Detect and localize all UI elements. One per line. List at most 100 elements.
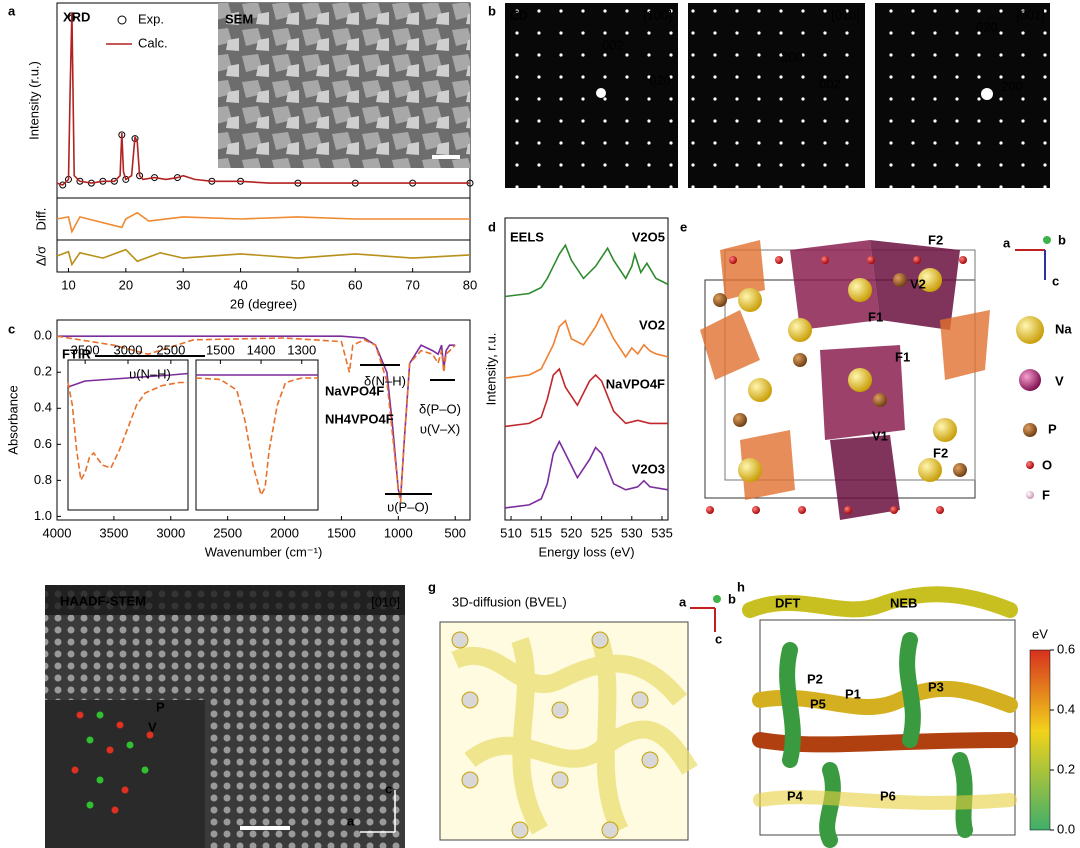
annotation: δ(P–O): [419, 401, 461, 416]
legend-label: NaVPO4F: [325, 383, 384, 398]
x-tick-label: 3500: [71, 342, 100, 357]
x-tick-label: 3000: [156, 525, 185, 540]
na-atom: [933, 418, 957, 442]
panel-label: c: [8, 321, 15, 336]
x-tick-label: 2000: [270, 525, 299, 540]
stem-atom: [86, 801, 94, 809]
ed-image: [688, 3, 865, 188]
x-tick-label: 520: [561, 525, 583, 540]
legend-atom: [1019, 369, 1041, 391]
y-tick-label: 0.4: [34, 400, 52, 415]
site-label: V1: [872, 428, 888, 443]
series-line: [56, 248, 471, 267]
o-atom: [913, 256, 921, 264]
na-atom: [918, 268, 942, 292]
polyhedron: [700, 310, 760, 380]
axis-glyph-label: c: [1052, 273, 1059, 288]
neb-path: [752, 732, 1018, 753]
neb-path: [752, 680, 1018, 715]
polyhedron: [740, 430, 795, 500]
stem-atom: [111, 806, 119, 814]
stem-atom: [71, 766, 79, 774]
o-atom: [706, 506, 714, 514]
path-label: P5: [810, 696, 826, 711]
plot-frame: [504, 217, 669, 521]
plot-frame: [56, 319, 471, 521]
series-line: [504, 367, 668, 428]
zone-label: [010]: [371, 594, 400, 609]
site-label: V2: [910, 276, 926, 291]
stem-atom: [76, 711, 84, 719]
panel-label: g: [428, 579, 436, 594]
legend-atom: [1023, 423, 1037, 437]
ed-image: [505, 3, 678, 188]
o-atom: [844, 506, 852, 514]
stem-atom: [126, 741, 134, 749]
colorbar-tick-label: 0.4: [1057, 701, 1075, 716]
colorbar-tick-label: 0.0: [1057, 821, 1075, 836]
stem-atom: [86, 736, 94, 744]
series-label: NaVPO4F: [606, 376, 665, 391]
x-tick-label: 1000: [384, 525, 413, 540]
o-atom: [890, 506, 898, 514]
legend-label: Exp.: [138, 11, 164, 26]
o-atom: [752, 506, 760, 514]
site-label: F2: [928, 232, 943, 247]
na-atom: [738, 458, 762, 482]
data-point: [122, 175, 130, 183]
x-axis-label: 2θ (degree): [230, 296, 297, 311]
axis-glyph-label: c: [385, 781, 392, 796]
zone-label: [001]: [1016, 7, 1045, 22]
legend-label: F: [1042, 487, 1050, 502]
ed-title: ED: [510, 7, 528, 22]
legend-marker: [117, 15, 127, 25]
stem-axes: [360, 790, 396, 833]
stem-header: [45, 585, 405, 615]
legend-atom: [1026, 461, 1034, 469]
x-tick-label: 510: [500, 525, 522, 540]
legend-label: Calc.: [138, 35, 168, 50]
x-tick-label: 2500: [156, 342, 185, 357]
bvel-isosurface: [451, 637, 698, 835]
series-line: [504, 243, 669, 298]
x-tick-label: 40: [233, 277, 247, 292]
site-label: F2: [933, 445, 948, 460]
legend-label: V: [1055, 373, 1064, 388]
x-tick-label: 500: [444, 525, 466, 540]
x-tick-label: 1500: [206, 342, 235, 357]
data-point: [59, 181, 67, 189]
polyhedron: [790, 240, 880, 330]
na-site: [631, 691, 649, 709]
method-label: DFT: [775, 595, 800, 610]
colorbar-tick-label: 0.6: [1057, 641, 1075, 656]
neb-path: [742, 586, 1018, 618]
stem-atom: [96, 711, 104, 719]
series-label: V2O3: [632, 461, 665, 476]
stem-atom: [121, 786, 129, 794]
p-atom: [733, 413, 747, 427]
legend-label: O: [1042, 457, 1052, 472]
x-tick-label: 2500: [213, 525, 242, 540]
x-tick-label: 50: [291, 277, 305, 292]
x-tick-label: 80: [463, 277, 477, 292]
colorbar: [1029, 649, 1051, 831]
x-tick-label: 60: [348, 277, 362, 292]
stem-atom: [141, 766, 149, 774]
series-line: [504, 312, 669, 379]
axes-glyph: [1043, 236, 1051, 244]
neb-box: [759, 619, 1016, 836]
path-label: P4: [787, 788, 804, 803]
scale-bar: [432, 155, 460, 159]
y-tick-label: 0.2: [34, 364, 52, 379]
y-tick-label: 0.8: [34, 472, 52, 487]
annotation: υ(P–O): [387, 499, 429, 514]
spot-label: 020: [976, 19, 998, 34]
x-tick-label: 515: [530, 525, 552, 540]
p-atom: [873, 393, 887, 407]
colorbar-tick-label: 0.2: [1057, 761, 1075, 776]
scale-bar: [240, 826, 290, 830]
x-tick-label: 70: [405, 277, 419, 292]
panel-label: d: [488, 219, 496, 234]
x-tick-label: 1400: [247, 342, 276, 357]
sem-label: SEM: [225, 11, 253, 26]
